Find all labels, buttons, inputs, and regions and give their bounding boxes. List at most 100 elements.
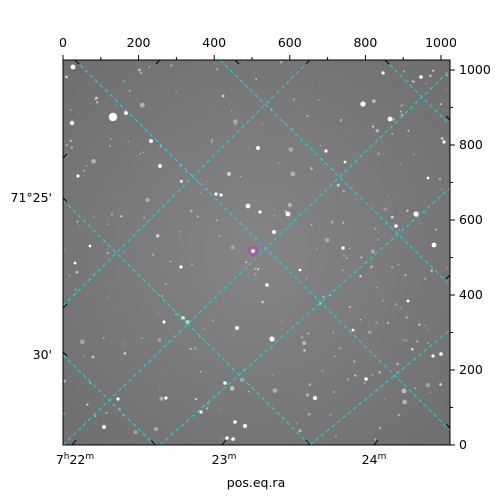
bright-star bbox=[406, 299, 410, 303]
star bbox=[211, 138, 214, 142]
star bbox=[398, 229, 400, 232]
top-tick-label-800: 800 bbox=[353, 35, 377, 50]
star bbox=[307, 412, 311, 416]
star bbox=[63, 248, 66, 251]
star bbox=[375, 128, 380, 133]
world-tick-mark bbox=[384, 59, 390, 65]
star bbox=[202, 327, 205, 330]
star bbox=[277, 162, 280, 164]
star bbox=[360, 256, 363, 259]
bright-star bbox=[265, 283, 269, 287]
star bbox=[305, 393, 310, 397]
bright-star bbox=[235, 326, 239, 330]
bright-star bbox=[116, 397, 120, 401]
star bbox=[89, 382, 92, 385]
star bbox=[348, 247, 351, 250]
star bbox=[390, 215, 394, 219]
star bbox=[234, 123, 238, 126]
star bbox=[439, 383, 442, 386]
star bbox=[273, 208, 275, 210]
star bbox=[391, 132, 394, 135]
ra-tick-label-23m: 23m bbox=[212, 452, 237, 467]
star bbox=[227, 171, 231, 176]
star bbox=[402, 399, 407, 405]
target-marker bbox=[248, 246, 259, 257]
bright-star bbox=[73, 261, 77, 265]
star bbox=[139, 152, 142, 155]
bright-star bbox=[256, 146, 260, 150]
star bbox=[407, 129, 410, 132]
star bbox=[164, 282, 168, 286]
star bbox=[189, 347, 192, 351]
bright-star bbox=[245, 203, 251, 209]
star bbox=[424, 212, 427, 214]
grid-line bbox=[219, 60, 450, 286]
star bbox=[415, 340, 419, 343]
star bbox=[439, 103, 442, 106]
right-tick-label-400: 400 bbox=[459, 287, 483, 302]
star bbox=[322, 295, 325, 299]
star bbox=[440, 137, 444, 140]
star bbox=[342, 222, 345, 224]
star bbox=[319, 145, 322, 147]
star bbox=[175, 90, 177, 93]
star bbox=[373, 227, 377, 230]
bright-star bbox=[149, 139, 153, 143]
star bbox=[174, 313, 178, 316]
star bbox=[418, 323, 421, 326]
star bbox=[85, 164, 88, 167]
star bbox=[414, 387, 416, 390]
star bbox=[309, 167, 313, 170]
star bbox=[218, 234, 221, 238]
star bbox=[321, 369, 324, 373]
star bbox=[179, 164, 182, 167]
star bbox=[348, 305, 352, 309]
world-tick-mark bbox=[62, 351, 68, 357]
star bbox=[65, 75, 68, 79]
star bbox=[370, 354, 372, 357]
star bbox=[399, 110, 402, 113]
star bbox=[242, 60, 245, 63]
star bbox=[333, 168, 335, 171]
world-tick-mark bbox=[62, 197, 68, 203]
star bbox=[405, 339, 408, 342]
world-tick-mark bbox=[305, 59, 311, 65]
star bbox=[397, 263, 400, 266]
star bbox=[430, 269, 433, 273]
star bbox=[411, 80, 414, 83]
star bbox=[383, 207, 387, 211]
star bbox=[272, 388, 278, 393]
star bbox=[377, 231, 379, 233]
star bbox=[284, 210, 288, 213]
star bbox=[199, 336, 201, 338]
star bbox=[288, 147, 294, 152]
star bbox=[283, 122, 285, 124]
grid-line bbox=[63, 69, 450, 445]
star bbox=[170, 64, 173, 67]
right-tick-label-600: 600 bbox=[459, 212, 483, 227]
bright-star bbox=[439, 352, 443, 356]
star bbox=[105, 411, 108, 415]
plot-frame bbox=[62, 59, 451, 446]
star bbox=[193, 347, 197, 350]
star bbox=[143, 151, 145, 153]
star bbox=[354, 374, 357, 377]
star bbox=[293, 98, 296, 101]
star bbox=[159, 396, 164, 401]
bright-star bbox=[394, 224, 398, 228]
star bbox=[185, 320, 190, 325]
bright-star bbox=[387, 116, 393, 122]
star bbox=[430, 391, 432, 394]
star bbox=[375, 286, 378, 289]
star bbox=[402, 70, 406, 73]
star bbox=[70, 108, 73, 112]
star bbox=[179, 230, 182, 233]
star bbox=[434, 228, 437, 231]
star bbox=[215, 67, 219, 71]
star bbox=[342, 254, 345, 258]
star bbox=[396, 362, 399, 366]
star bbox=[141, 337, 143, 339]
star bbox=[63, 412, 65, 415]
star bbox=[110, 137, 112, 140]
